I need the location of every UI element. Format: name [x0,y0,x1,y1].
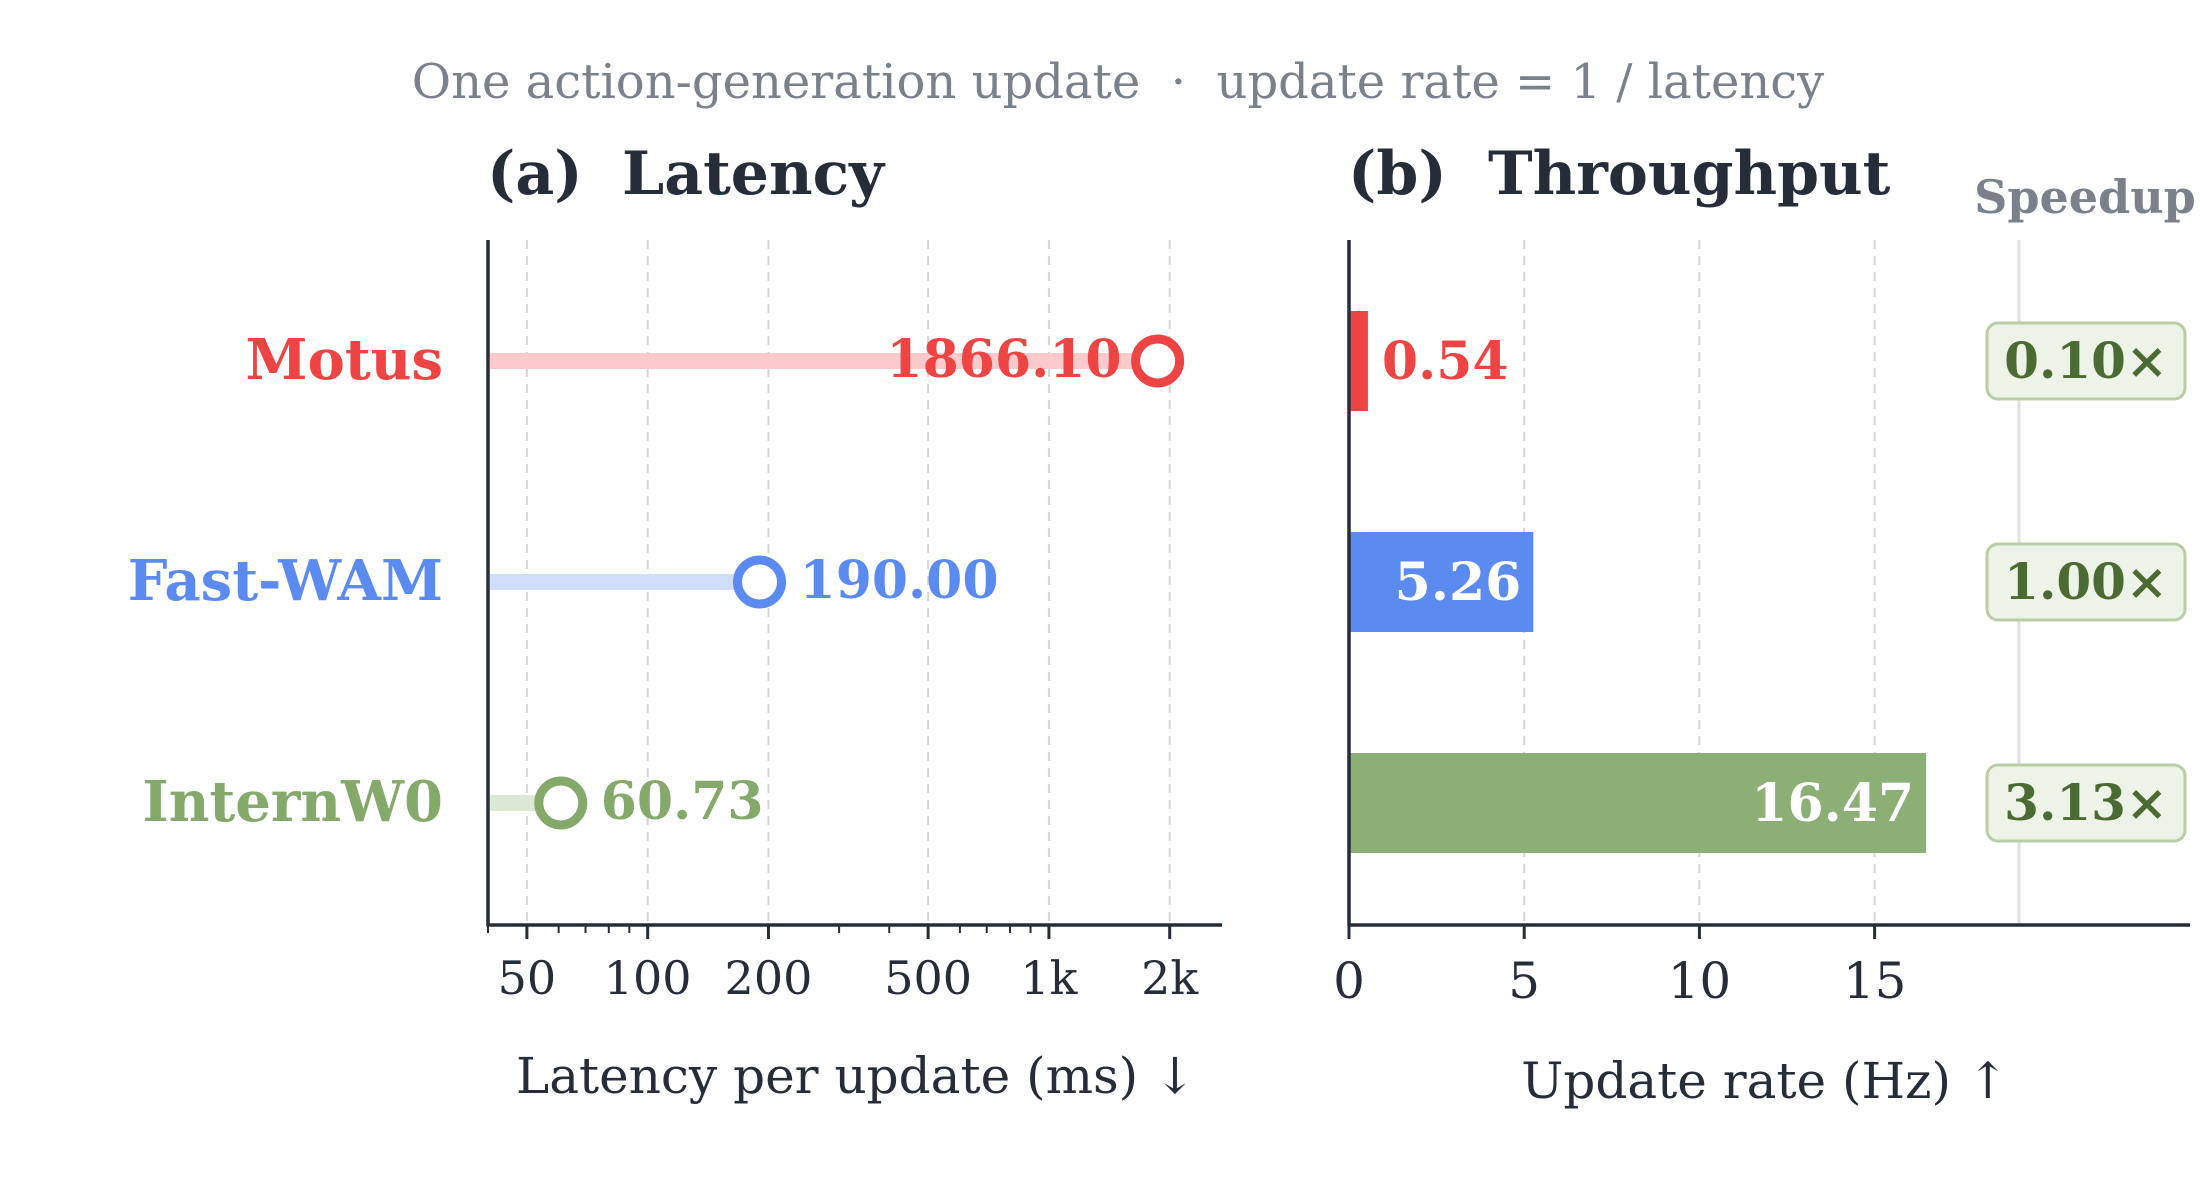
speedup-badge-label: 3.13× [2004,773,2168,832]
latency-x-tick-label: 1k [1020,951,1078,1005]
throughput-x-tick-label: 10 [1668,952,1732,1010]
throughput-value-label: 5.26 [1395,552,1522,613]
speedup-badge-label: 1.00× [2004,552,2168,611]
throughput-panel-title: Throughput [1488,139,1891,209]
speedup-column-title: Speedup [1974,170,2196,224]
latency-panel-title: Latency [622,139,886,209]
throughput-x-tick-label: 15 [1843,952,1907,1010]
latency-x-tick-label: 2k [1141,951,1199,1005]
latency-value-label: 1866.10 [886,329,1121,390]
speedup-badge [1985,321,2187,401]
latency-x-tick-label: 500 [884,951,972,1005]
category-label-fast-wam: Fast-WAM [128,548,443,614]
throughput-panel-label: (b) [1348,139,1447,209]
throughput-bar-motus [1349,311,1368,411]
throughput-x-tick-label: 5 [1508,952,1540,1010]
latency-dot [733,555,787,609]
latency-value-label: 60.73 [601,771,764,832]
figure-subtitle: One action-generation update · update ra… [412,54,1825,110]
throughput-value-label: 0.54 [1382,331,1509,392]
latency-x-tick-label: 50 [498,951,557,1005]
latency-value-label: 190.00 [800,550,999,611]
category-label-motus: Motus [246,327,443,393]
throughput-bar-internw0 [1349,753,1927,853]
throughput-bar-fast-wam [1349,532,1534,632]
category-label-internw0: InternW0 [143,769,443,835]
throughput-value-label: 16.47 [1751,773,1914,834]
latency-x-tick-label: 100 [604,951,692,1005]
latency-dot [534,776,588,830]
latency-panel-label: (a) [487,139,583,209]
speedup-badge [1985,763,2187,843]
latency-x-tick-label: 200 [725,951,813,1005]
speedup-badge-label: 0.10× [2004,331,2168,390]
latency-panel: (a) Latency Latency per update (ms) ↓ 50… [128,139,1222,1105]
throughput-panel: (b) Throughput Speedup Update rate (Hz) … [1333,139,2196,1110]
throughput-x-tick-label: 0 [1333,952,1365,1010]
latency-dot [1131,334,1185,388]
throughput-x-axis-label: Update rate (Hz) ↑ [1521,1052,2009,1110]
latency-x-axis-label: Latency per update (ms) ↓ [516,1047,1196,1105]
speedup-badge [1985,542,2187,622]
